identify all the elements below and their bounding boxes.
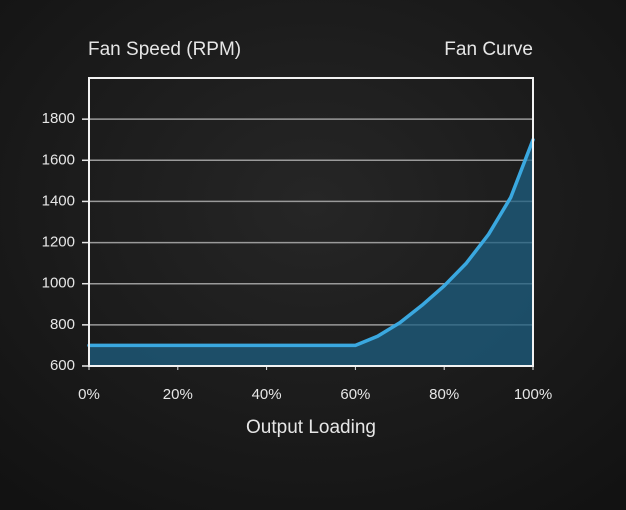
y-tick-label: 1400: [42, 192, 75, 209]
x-tick-label: 80%: [429, 386, 459, 403]
plot-layer: 600 800 1000 1200 1400 1600 1800 0% 20% 40% 60% 80%…: [42, 77, 552, 403]
x-tick-label: 0%: [78, 386, 100, 403]
area: [89, 139, 533, 366]
y-tick-label: 1800: [42, 110, 75, 127]
x-tick-label: 40%: [252, 386, 282, 403]
x-axis-label: Output Loading: [246, 417, 376, 438]
y-tick-label: 1000: [42, 275, 75, 292]
plot-border: [88, 77, 534, 367]
y-tick-label: 600: [50, 357, 75, 374]
x-tick-label: 20%: [163, 386, 193, 403]
y-tick-label: 800: [50, 316, 75, 333]
y-tick-label: 1600: [42, 151, 75, 168]
line: [87, 137, 535, 348]
y-axis-label: Fan Speed (RPM): [88, 39, 241, 60]
x-tick-label: 100%: [514, 386, 552, 403]
y-tick-label: 1200: [42, 234, 75, 251]
x-tick-label: 60%: [340, 386, 370, 403]
chart-title: Fan Curve: [444, 39, 533, 60]
